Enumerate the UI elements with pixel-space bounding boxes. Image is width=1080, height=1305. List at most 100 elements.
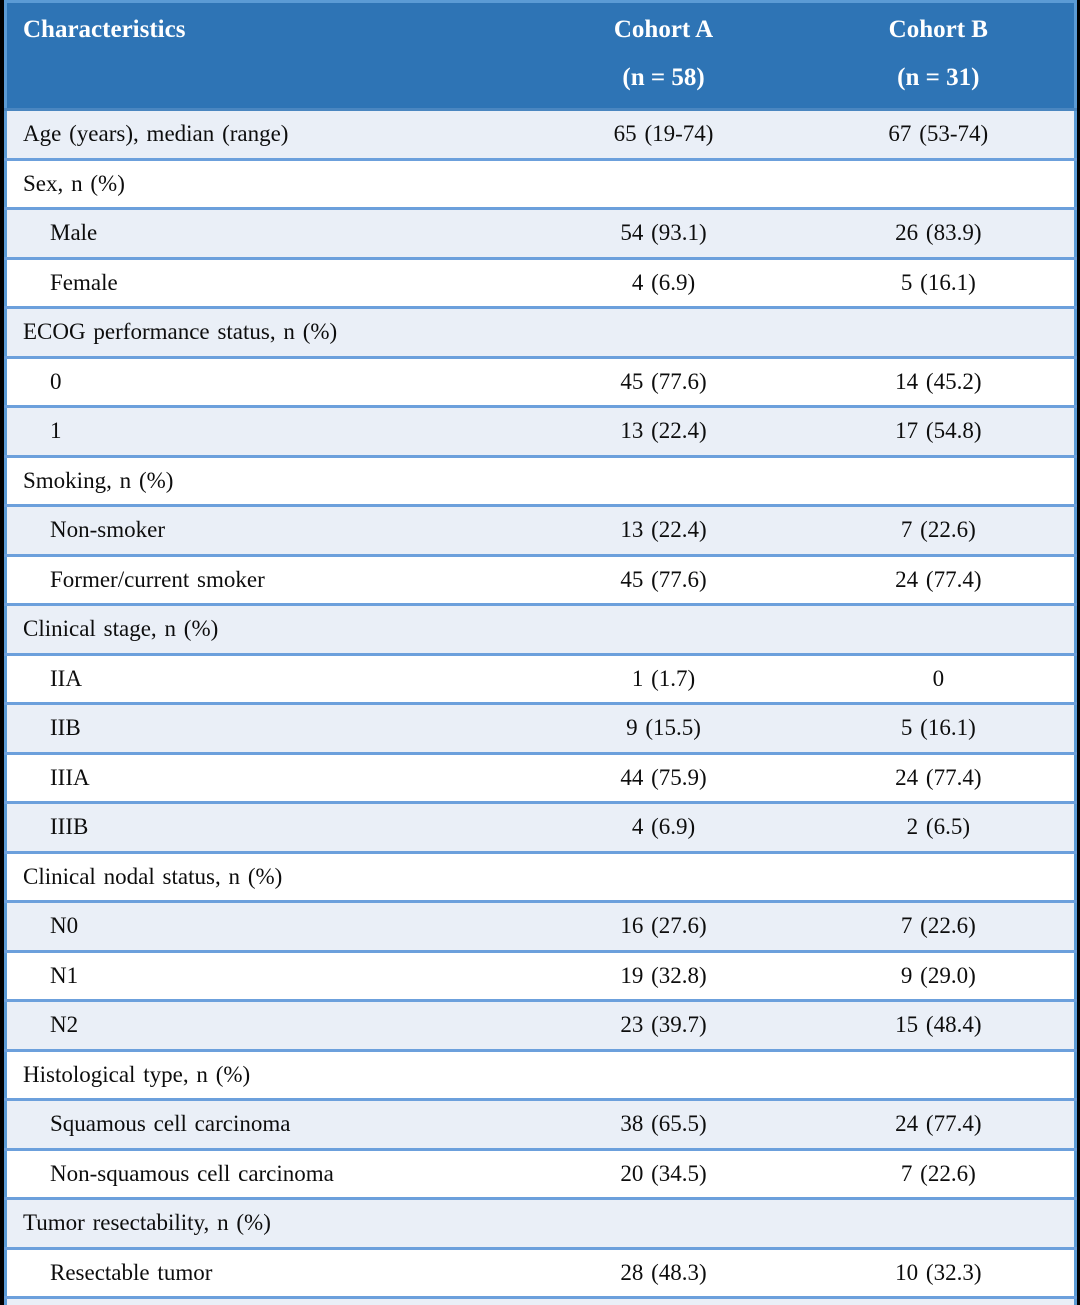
- row-label: Former/current smoker: [5, 553, 525, 605]
- cohort-a-value: 38 (65.5): [524, 1098, 803, 1149]
- table-row: Histological type, n (%): [5, 1048, 1076, 1100]
- row-label: Non-squamous cell carcinoma: [5, 1147, 525, 1199]
- cohort-a-value: [524, 454, 803, 506]
- cohort-b-value: 2 (6.5): [802, 801, 1076, 852]
- cohort-a-value: 1 (1.7): [524, 652, 803, 704]
- cohort-b-value: 0: [802, 652, 1076, 704]
- cohort-a-value: [524, 850, 803, 902]
- table-row: Male 54 (93.1) 26 (83.9): [5, 207, 1076, 258]
- table-row: 1 13 (22.4) 17 (54.8): [5, 405, 1076, 456]
- table-row: Resectable tumor 28 (48.3) 10 (32.3): [5, 1246, 1076, 1298]
- row-label: Male: [5, 207, 525, 258]
- cohort-b-value: 67 (53-74): [888, 121, 989, 147]
- table-row: ECOG performance status, n (%): [5, 306, 1076, 357]
- row-label: 0: [5, 355, 525, 407]
- cohort-b-value: 10 (32.3): [802, 1246, 1076, 1298]
- column-header-characteristics: Characteristics: [5, 1, 525, 111]
- table-row: Non-squamous cell carcinoma 20 (34.5) 7 …: [5, 1147, 1076, 1199]
- row-label: Clinical stage, n (%): [5, 603, 525, 654]
- column-header-cohort-b: Cohort B (n = 31): [802, 1, 1076, 111]
- cohort-b-value: 7 (22.6): [802, 900, 1076, 951]
- cohort-b-value: 14 (45.2): [802, 355, 1076, 407]
- header-row: Characteristics Cohort A (n = 58) Cohort…: [5, 1, 1076, 111]
- cohort-a-value: [524, 603, 803, 654]
- cohort-b-value: [802, 306, 1076, 357]
- cohort-b-value: 24 (77.4): [802, 1098, 1076, 1149]
- cohort-b-value: 7 (22.6): [802, 1147, 1076, 1199]
- cohort-a-value: [524, 157, 803, 209]
- row-label: Clinical nodal status, n (%): [5, 850, 525, 902]
- table-row: Potentially resectable tumor 30 (51.7) 2…: [5, 1296, 1076, 1305]
- cohort-a-value: 4 (6.9): [524, 256, 803, 308]
- column-header-sublabel: (n = 58): [622, 64, 705, 91]
- row-label: N0: [5, 900, 525, 951]
- row-label: Potentially resectable tumor: [5, 1296, 525, 1305]
- cohort-a-value: 13 (22.4): [524, 504, 803, 555]
- row-label: Female: [5, 256, 525, 308]
- row-label: Smoking, n (%): [5, 454, 525, 506]
- characteristics-table: Characteristics Cohort A (n = 58) Cohort…: [4, 0, 1077, 1305]
- cohort-a-value: 28 (48.3): [524, 1246, 803, 1298]
- table-row: N0 16 (27.6) 7 (22.6): [5, 900, 1076, 951]
- table-row: IIIA 44 (75.9) 24 (77.4): [5, 751, 1076, 803]
- row-label: 1: [5, 405, 525, 456]
- table-row: N2 23 (39.7) 15 (48.4): [5, 999, 1076, 1050]
- cohort-b-value: [802, 1048, 1076, 1100]
- cohort-b-value: [802, 454, 1076, 506]
- cohort-b-value: [802, 603, 1076, 654]
- cohort-b-value: 26 (83.9): [802, 207, 1076, 258]
- cohort-b-value: 7 (22.6): [802, 504, 1076, 555]
- row-label: Resectable tumor: [5, 1246, 525, 1298]
- table-row: IIIB 4 (6.9) 2 (6.5): [5, 801, 1076, 852]
- row-label: IIA: [5, 652, 525, 704]
- cohort-a-value: [524, 1197, 803, 1248]
- row-label: ECOG performance status, n (%): [5, 306, 525, 357]
- cohort-b-value: 24 (77.4): [802, 553, 1076, 605]
- cohort-a-value: 44 (75.9): [524, 751, 803, 803]
- row-label: Histological type, n (%): [5, 1048, 525, 1100]
- row-label: IIIA: [5, 751, 525, 803]
- row-label: Tumor resectability, n (%): [5, 1197, 525, 1248]
- row-label: IIIB: [5, 801, 525, 852]
- table-row: Smoking, n (%): [5, 454, 1076, 506]
- table-row: Age (years), median (range) 65 (19-74) 6…: [5, 109, 1076, 159]
- table-row: Sex, n (%): [5, 157, 1076, 209]
- table-row: Female 4 (6.9) 5 (16.1): [5, 256, 1076, 308]
- cohort-a-value: 20 (34.5): [524, 1147, 803, 1199]
- cohort-a-value: 65 (19-74): [613, 121, 714, 147]
- cohort-b-value: 21 (64.5): [802, 1296, 1076, 1305]
- cohort-b-value: [802, 850, 1076, 902]
- cohort-a-value: 23 (39.7): [524, 999, 803, 1050]
- cohort-a-value: 45 (77.6): [524, 355, 803, 407]
- table-row: IIB 9 (15.5) 5 (16.1): [5, 702, 1076, 753]
- column-header-cohort-a: Cohort A (n = 58): [524, 1, 803, 111]
- cohort-a-value: 4 (6.9): [524, 801, 803, 852]
- cohort-b-value: 5 (16.1): [802, 702, 1076, 753]
- column-header-label: Characteristics: [23, 16, 186, 43]
- table-row: Non-smoker 13 (22.4) 7 (22.6): [5, 504, 1076, 555]
- cohort-a-value: 54 (93.1): [524, 207, 803, 258]
- cohort-a-value: 9 (15.5): [524, 702, 803, 753]
- table-row: Clinical stage, n (%): [5, 603, 1076, 654]
- row-label: Sex, n (%): [5, 157, 525, 209]
- column-header-label: Cohort B: [888, 16, 988, 43]
- cohort-b-value: 15 (48.4): [802, 999, 1076, 1050]
- cohort-a-value: 19 (32.8): [524, 949, 803, 1001]
- table-row: 0 45 (77.6) 14 (45.2): [5, 355, 1076, 407]
- cohort-a-value: 30 (51.7): [524, 1296, 803, 1305]
- row-label: N2: [5, 999, 525, 1050]
- table-row: Clinical nodal status, n (%): [5, 850, 1076, 902]
- column-header-label: Cohort A: [613, 16, 714, 43]
- cohort-a-value: 45 (77.6): [524, 553, 803, 605]
- table-header: Characteristics Cohort A (n = 58) Cohort…: [5, 1, 1076, 111]
- cohort-a-value: 13 (22.4): [524, 405, 803, 456]
- column-header-sublabel: (n = 31): [897, 64, 980, 91]
- row-label: Age (years), median (range): [23, 121, 289, 147]
- table-row: Former/current smoker 45 (77.6) 24 (77.4…: [5, 553, 1076, 605]
- table-row: IIA 1 (1.7) 0: [5, 652, 1076, 704]
- cohort-b-value: 24 (77.4): [802, 751, 1076, 803]
- cohort-b-value: 17 (54.8): [802, 405, 1076, 456]
- table-row: Tumor resectability, n (%): [5, 1197, 1076, 1248]
- table-row: Squamous cell carcinoma 38 (65.5) 24 (77…: [5, 1098, 1076, 1149]
